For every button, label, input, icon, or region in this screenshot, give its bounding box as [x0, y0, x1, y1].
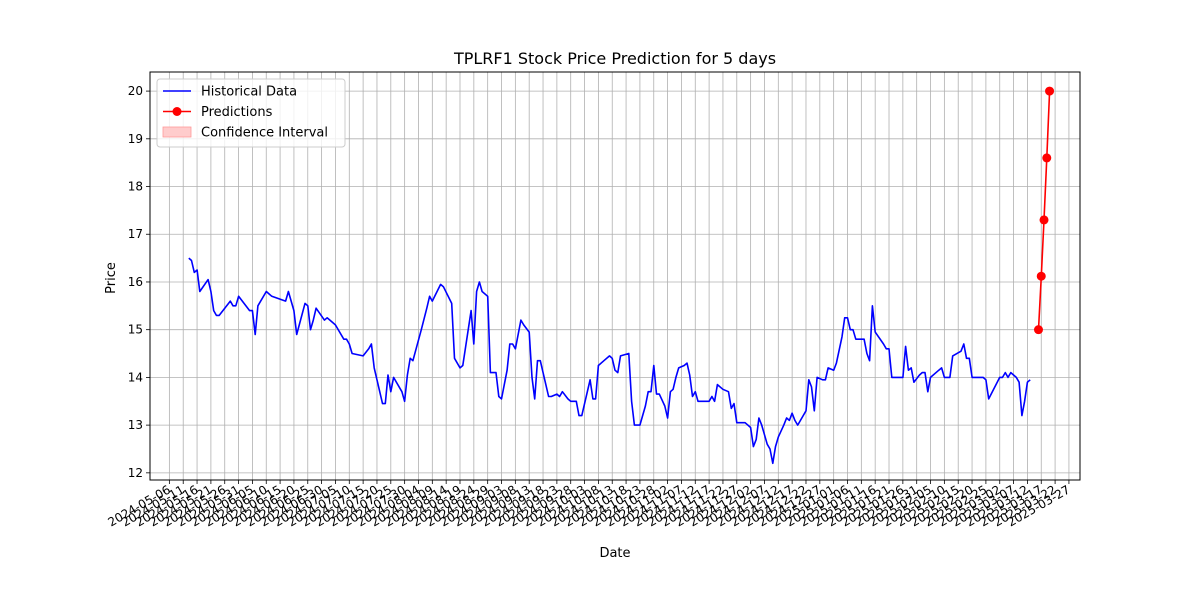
- prediction-point: [1042, 153, 1052, 163]
- y-tick-label: 19: [128, 132, 143, 146]
- prediction-point: [1036, 271, 1046, 281]
- legend-label: Historical Data: [201, 85, 297, 100]
- prediction-point: [1033, 325, 1043, 335]
- plot-area: [188, 86, 1055, 465]
- series-line-historical-data: [188, 257, 1031, 465]
- y-tick-label: 17: [128, 227, 143, 241]
- y-tick-label: 18: [128, 180, 143, 194]
- axes: 1213141516171819202024-05-062024-05-1120…: [105, 71, 1081, 529]
- y-axis-label: Price: [104, 262, 119, 294]
- prediction-point: [1039, 215, 1049, 225]
- chart-title: TPLRF1 Stock Price Prediction for 5 days: [453, 49, 776, 68]
- x-axis-label: Date: [599, 546, 630, 561]
- y-tick-label: 14: [128, 370, 143, 384]
- y-tick-label: 13: [128, 418, 143, 432]
- y-tick-label: 15: [128, 323, 143, 337]
- legend-swatch-patch: [162, 126, 192, 138]
- legend-swatch-marker: [172, 107, 182, 116]
- y-tick-label: 16: [128, 275, 143, 289]
- axes-frame: [149, 71, 1081, 481]
- legend-box: [156, 78, 346, 148]
- y-tick-label: 20: [128, 84, 143, 98]
- y-tick-label: 12: [128, 466, 143, 480]
- prediction-point: [1045, 86, 1055, 96]
- legend-label: Confidence Interval: [201, 126, 328, 141]
- legend: Historical Data Predictions Confidence Int…: [156, 78, 346, 148]
- legend-label: Predictions: [201, 105, 273, 120]
